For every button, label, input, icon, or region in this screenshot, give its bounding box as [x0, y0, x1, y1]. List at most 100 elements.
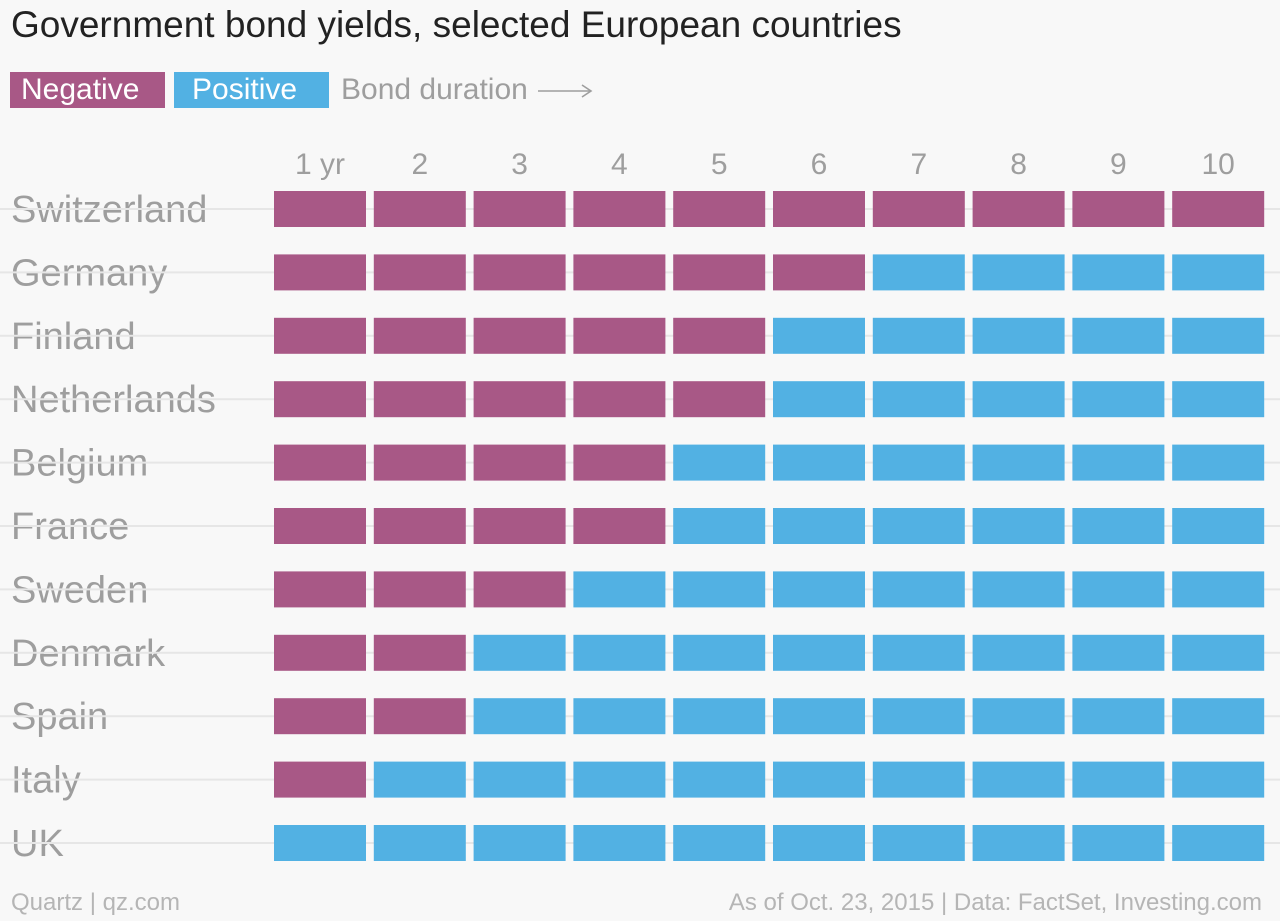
column-header: 2 — [411, 148, 428, 181]
yield-cell — [1172, 444, 1265, 481]
yield-cell — [373, 317, 466, 354]
yield-cell — [972, 381, 1065, 418]
yield-cell — [274, 317, 366, 354]
column-header: 3 — [511, 148, 528, 181]
yield-cell — [972, 761, 1065, 798]
yield-cell — [573, 825, 666, 861]
yield-cell — [1172, 825, 1265, 861]
yield-cell — [773, 381, 865, 418]
yield-cell — [872, 761, 965, 798]
yield-cell — [473, 508, 566, 544]
yield-cell — [872, 254, 965, 291]
yield-cell — [972, 634, 1065, 671]
column-header: 7 — [910, 148, 927, 181]
yield-cell — [773, 634, 865, 671]
yield-cell — [473, 825, 566, 861]
yield-cell — [373, 825, 466, 861]
yield-cell — [1172, 381, 1265, 418]
yield-cell — [573, 761, 666, 798]
column-header: 10 — [1202, 148, 1235, 181]
yield-cell — [972, 317, 1065, 354]
yield-cell — [872, 508, 965, 544]
yield-cell — [773, 698, 865, 735]
yield-cell — [1072, 698, 1165, 735]
yield-cell — [274, 634, 366, 671]
yield-cell — [673, 761, 766, 798]
yield-cell — [1172, 508, 1265, 544]
yield-cell — [673, 508, 766, 544]
footer-source-right: As of Oct. 23, 2015 | Data: FactSet, Inv… — [728, 889, 1262, 916]
yield-cell — [872, 634, 965, 671]
yield-cell — [274, 191, 366, 227]
yield-cell — [573, 571, 666, 608]
yield-cell — [473, 634, 566, 671]
yield-cell — [274, 381, 366, 418]
legend-duration-label: Bond duration — [341, 73, 528, 106]
yield-cell — [673, 381, 766, 418]
yield-cell — [274, 571, 366, 608]
yield-cell — [473, 761, 566, 798]
yield-cell — [773, 444, 865, 481]
yield-cell — [1072, 191, 1165, 227]
yield-cell — [373, 191, 466, 227]
yield-cell — [473, 571, 566, 608]
yield-cell — [773, 825, 865, 861]
yield-cell — [573, 254, 666, 291]
yield-cell — [1072, 381, 1165, 418]
yield-cell — [1172, 698, 1265, 735]
yield-cell — [773, 191, 865, 227]
yield-cell — [373, 571, 466, 608]
yield-cell — [972, 444, 1065, 481]
yield-cell — [373, 698, 466, 735]
yield-cell — [773, 508, 865, 544]
yield-cell — [972, 191, 1065, 227]
legend-duration: Bond duration — [341, 72, 594, 108]
yield-cell — [1172, 571, 1265, 608]
yield-cell — [1072, 761, 1165, 798]
yield-cell — [573, 444, 666, 481]
yield-cell — [573, 191, 666, 227]
chart-title: Government bond yields, selected Europea… — [11, 4, 902, 45]
column-header: 9 — [1110, 148, 1127, 181]
column-header: 4 — [611, 148, 628, 181]
yield-cell — [1072, 634, 1165, 671]
yield-cell — [872, 571, 965, 608]
yield-cell — [1072, 825, 1165, 861]
arrow-right-icon — [537, 84, 593, 98]
yield-cell — [673, 698, 766, 735]
yield-cell — [673, 444, 766, 481]
yield-cell — [872, 381, 965, 418]
yield-cell — [473, 381, 566, 418]
yield-cell — [773, 317, 865, 354]
yield-cell — [1172, 317, 1265, 354]
yield-cell — [1172, 191, 1265, 227]
yield-cell — [274, 761, 366, 798]
yield-cell — [373, 254, 466, 291]
yield-cell — [373, 381, 466, 418]
yield-cell — [673, 317, 766, 354]
yield-cell — [274, 444, 366, 481]
yield-cell — [972, 825, 1065, 861]
footer-source-left: Quartz | qz.com — [11, 889, 180, 916]
yield-cell — [773, 254, 865, 291]
yield-cell — [872, 444, 965, 481]
yield-cell — [473, 444, 566, 481]
yield-cell — [972, 571, 1065, 608]
yield-cell — [872, 698, 965, 735]
yield-cell — [573, 381, 666, 418]
yield-cell — [1072, 317, 1165, 354]
yield-cell — [573, 698, 666, 735]
yield-cell — [972, 508, 1065, 544]
yield-cell — [373, 761, 466, 798]
legend-negative-swatch: Negative — [10, 72, 165, 108]
yield-cell — [274, 825, 366, 861]
yield-cell — [1172, 761, 1265, 798]
column-header: 5 — [711, 148, 728, 181]
yield-cell — [872, 825, 965, 861]
yield-cell — [673, 634, 766, 671]
yield-cell — [274, 254, 366, 291]
yield-cell — [673, 254, 766, 291]
yield-cell — [573, 317, 666, 354]
column-header: 6 — [811, 148, 828, 181]
